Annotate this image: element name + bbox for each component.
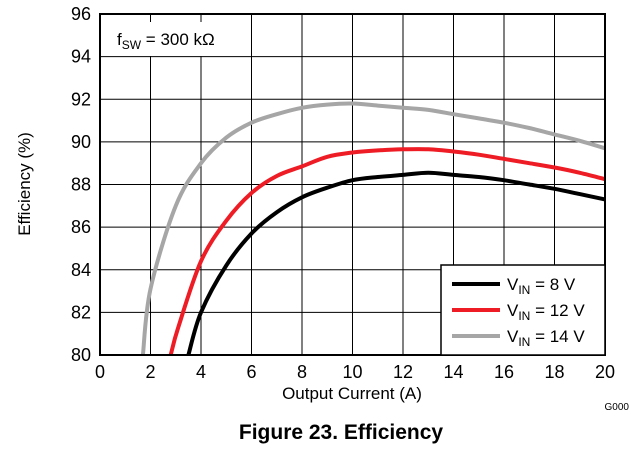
x-tick-label: 0 <box>95 362 105 382</box>
plot-frame <box>99 13 606 356</box>
x-tick-label: 2 <box>145 362 155 382</box>
y-tick-label: 92 <box>71 89 91 109</box>
legend-label-1: VIN = 8 V <box>507 275 576 297</box>
x-tick-label: 4 <box>196 362 206 382</box>
x-tick-label: 14 <box>443 362 463 382</box>
legend-label-2: VIN = 12 V <box>507 301 585 323</box>
y-tick-label: 96 <box>71 4 91 24</box>
y-tick-label: 86 <box>71 217 91 237</box>
series-line-2 <box>168 147 606 356</box>
y-tick-label: 88 <box>71 175 91 195</box>
y-axis-label: Efficiency (%) <box>15 132 34 236</box>
series-layer <box>140 101 606 356</box>
x-tick-label: 12 <box>393 362 413 382</box>
x-tick-labels: 0 2 4 6 8 10 12 14 16 18 20 <box>95 362 615 382</box>
y-tick-label: 82 <box>71 302 91 322</box>
y-tick-label: 80 <box>71 345 91 365</box>
series-line-3 <box>140 101 606 356</box>
figure-code: G000 <box>605 402 630 413</box>
legend-label-3: VIN = 14 V <box>507 327 585 349</box>
x-tick-label: 16 <box>494 362 514 382</box>
y-tick-label: 84 <box>71 260 91 280</box>
series-line-1 <box>186 170 606 356</box>
x-tick-label: 18 <box>544 362 564 382</box>
x-axis-label: Output Current (A) <box>282 384 422 403</box>
x-tick-label: 10 <box>342 362 362 382</box>
y-tick-label: 90 <box>71 132 91 152</box>
legend: VIN = 8 V VIN = 12 V VIN = 14 V <box>440 264 606 356</box>
x-tick-label: 8 <box>297 362 307 382</box>
y-tick-labels: 80 82 84 86 88 90 92 94 96 <box>71 4 91 365</box>
x-tick-label: 6 <box>246 362 256 382</box>
figure-caption: Figure 23. Efficiency <box>239 421 444 444</box>
annotation-box: fSW = 300 kΩ <box>110 22 235 56</box>
frequency-annotation: fSW = 300 kΩ <box>117 30 215 52</box>
x-tick-label: 20 <box>595 362 615 382</box>
y-tick-label: 94 <box>71 47 91 67</box>
